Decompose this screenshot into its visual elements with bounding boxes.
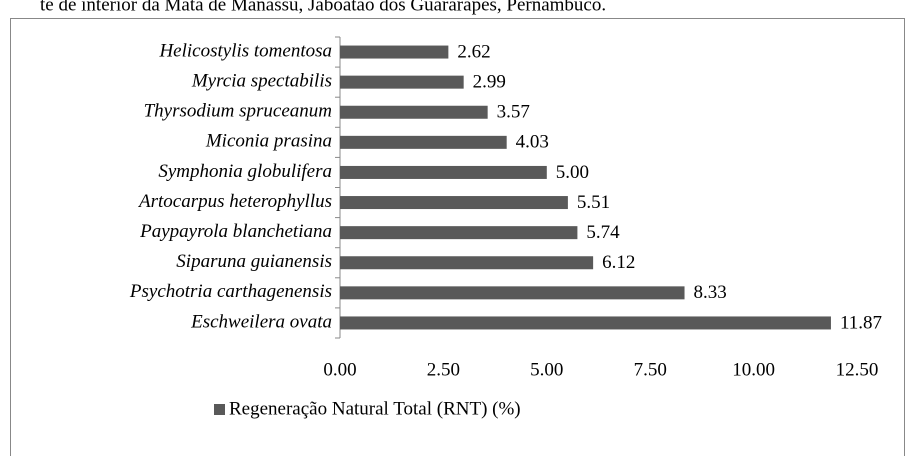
x-tick-label: 12.50 bbox=[836, 359, 879, 380]
bar bbox=[340, 75, 464, 89]
category-label: Paypayrola blanchetiana bbox=[139, 221, 332, 242]
value-label: 5.00 bbox=[556, 162, 589, 183]
value-label: 6.12 bbox=[602, 252, 635, 273]
caption: te de interior da Mata de Manassu, Jaboa… bbox=[40, 0, 606, 15]
category-label: Helicostylis tomentosa bbox=[158, 40, 332, 61]
x-tick-label: 0.00 bbox=[323, 359, 356, 380]
bar bbox=[340, 256, 594, 270]
value-label: 2.62 bbox=[457, 41, 490, 62]
value-label: 11.87 bbox=[840, 312, 882, 333]
value-label: 3.57 bbox=[497, 102, 530, 123]
value-label: 2.99 bbox=[473, 72, 506, 93]
x-tick-label: 7.50 bbox=[634, 359, 667, 380]
bar bbox=[340, 165, 547, 179]
x-tick-label: 10.00 bbox=[732, 359, 775, 380]
value-label: 5.51 bbox=[577, 192, 610, 213]
legend-label: Regeneração Natural Total (RNT) (%) bbox=[229, 398, 521, 419]
value-label: 8.33 bbox=[694, 282, 727, 303]
bar bbox=[340, 196, 568, 210]
bar bbox=[340, 45, 449, 59]
bar bbox=[340, 226, 578, 240]
legend-swatch bbox=[214, 404, 225, 415]
category-label: Miconia prasina bbox=[205, 131, 332, 152]
value-label: 5.74 bbox=[586, 222, 620, 243]
bar bbox=[340, 316, 831, 330]
category-label: Artocarpus heterophyllus bbox=[137, 191, 332, 212]
category-label: Myrcia spectabilis bbox=[191, 71, 332, 92]
x-tick-label: 5.00 bbox=[530, 359, 563, 380]
category-label: Thyrsodium spruceanum bbox=[144, 101, 332, 122]
bar bbox=[340, 105, 488, 119]
value-label: 4.03 bbox=[516, 132, 549, 153]
category-label: Psychotria carthagenensis bbox=[129, 281, 332, 302]
category-label: Eschweilera ovata bbox=[190, 311, 332, 332]
bar bbox=[340, 135, 507, 149]
category-label: Symphonia globulifera bbox=[158, 161, 332, 182]
bar bbox=[340, 286, 685, 300]
category-label: Siparuna guianensis bbox=[176, 251, 332, 272]
chart-border bbox=[10, 18, 905, 461]
x-tick-label: 2.50 bbox=[427, 359, 460, 380]
